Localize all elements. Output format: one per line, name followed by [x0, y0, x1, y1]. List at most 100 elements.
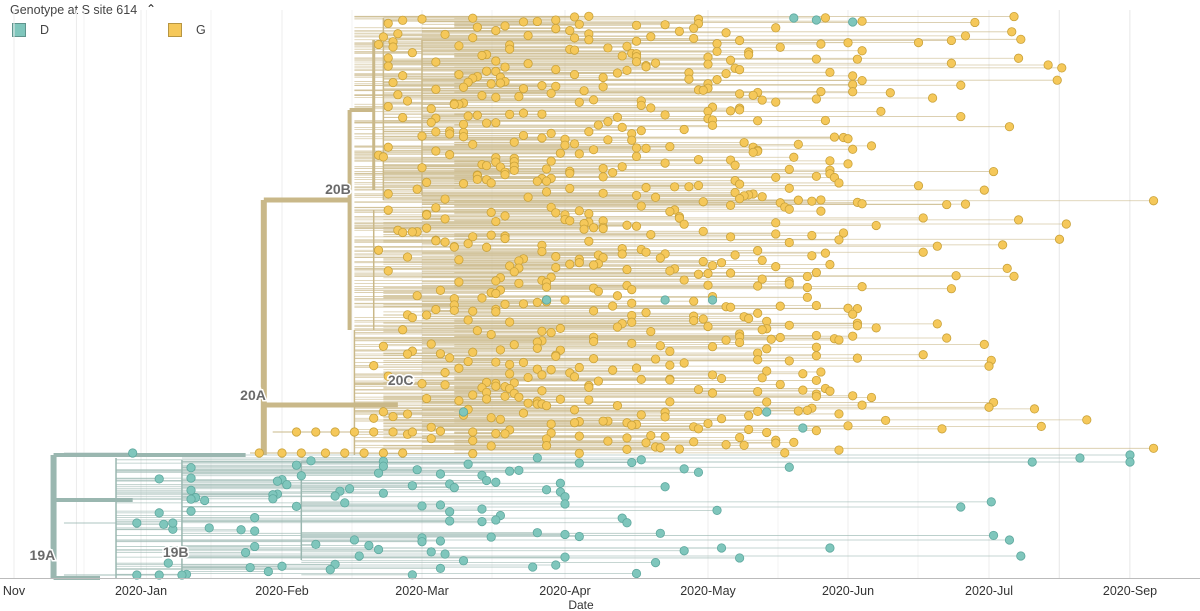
tip-g-414 [509, 267, 519, 277]
tip-g-343 [588, 223, 599, 233]
tip-g-530 [811, 342, 821, 352]
tip-g-473 [468, 306, 478, 316]
legend-title: Genotype at S site 614 [10, 3, 138, 17]
tip-g-307 [725, 200, 736, 210]
tip-g-113 [495, 78, 506, 88]
tip-g-204 [739, 138, 749, 148]
tip-g-331 [565, 216, 575, 226]
tip-g-508 [486, 329, 496, 340]
tip-d-64 [445, 507, 455, 517]
tip-g-135 [748, 90, 758, 100]
tip-g-381 [918, 247, 928, 257]
tip-g-580 [636, 374, 646, 385]
tip-d-108 [435, 563, 446, 574]
tip-g-360 [500, 233, 510, 244]
tip-d-0 [789, 13, 799, 23]
tip-g-486 [463, 315, 473, 325]
tip-g-157 [735, 105, 745, 115]
tip-g-436 [857, 282, 867, 292]
tip-g-389 [402, 252, 413, 262]
tip-g-470 [431, 304, 441, 315]
tip-g-556 [505, 359, 515, 370]
tip-g-270 [422, 177, 432, 187]
tip-g-285 [730, 187, 740, 198]
legend-item-d[interactable]: D [12, 23, 49, 37]
tip-g-156 [426, 104, 436, 114]
tip-g-283 [979, 185, 989, 195]
tip-g-150 [449, 99, 459, 110]
tip-g-213 [631, 143, 642, 153]
tip-g-501 [398, 325, 408, 335]
tip-g-695 [655, 443, 665, 453]
tip-g-440 [946, 284, 957, 294]
tip-g-557 [665, 360, 675, 370]
tip-g-572 [537, 370, 547, 380]
tip-d-32 [481, 475, 492, 486]
tip-d-8 [707, 295, 718, 305]
tip-g-532 [762, 344, 772, 354]
legend: Genotype at S site 614 ⌃ D G [0, 0, 420, 48]
tip-g-608 [500, 391, 510, 401]
tip-g-621 [523, 398, 533, 408]
tip-g-417 [703, 268, 713, 279]
tip-g-483 [407, 313, 417, 323]
tip-g-674 [500, 429, 510, 439]
tip-g-39 [584, 35, 594, 45]
tip-g-531 [532, 343, 542, 353]
tip-g-340 [871, 220, 881, 231]
legend-item-g[interactable]: G [168, 23, 206, 37]
tip-g-318 [486, 207, 496, 217]
tip-g-659 [627, 420, 637, 430]
tip-g-527 [655, 341, 665, 351]
tip-g-7 [551, 15, 561, 25]
tip-g-54 [603, 43, 613, 53]
tip-g-58 [857, 46, 867, 56]
tip-g-597 [693, 384, 704, 395]
tip-g-553 [491, 357, 501, 367]
tip-g-232 [825, 156, 835, 166]
tip-d-54 [200, 495, 210, 506]
tip-g-163 [505, 109, 515, 119]
tip-g-697 [674, 444, 685, 454]
tip-g-497 [612, 322, 623, 332]
tip-g-677 [574, 431, 584, 441]
tip-g-41 [735, 35, 745, 46]
tip-g-129 [848, 87, 858, 97]
tip-g-180 [593, 120, 603, 130]
tip-g-82 [1043, 60, 1053, 70]
tip-g-97 [721, 69, 731, 79]
tip-g-708 [359, 448, 369, 458]
tip-g-706 [320, 448, 331, 458]
tip-g-404 [707, 260, 718, 271]
tip-g-684 [468, 436, 478, 446]
tip-g-203 [509, 137, 519, 147]
tip-g-438 [802, 282, 812, 293]
tip-g-154 [646, 103, 656, 113]
tip-d-104 [551, 560, 561, 570]
tip-g-81 [703, 59, 713, 69]
tip-g-210 [665, 141, 675, 152]
tip-g-73 [852, 54, 863, 64]
tip-g-382 [820, 248, 831, 258]
tip-g-510 [848, 331, 858, 341]
tip-g-119 [551, 81, 561, 91]
tip-g-192 [445, 129, 455, 139]
tip-d-52 [268, 494, 278, 504]
tip-g-505 [646, 326, 656, 337]
tip-g-583 [593, 376, 603, 386]
tip-g-406 [771, 262, 781, 272]
tip-g-24 [491, 25, 501, 36]
tip-g-565 [608, 365, 618, 375]
tip-g-205 [569, 139, 580, 149]
tip-g-437 [541, 282, 552, 292]
tip-g-573 [707, 370, 718, 380]
tip-g-472 [588, 306, 599, 316]
tip-g-96 [612, 68, 623, 78]
tip-g-312 [784, 204, 794, 214]
tip-g-717 [407, 427, 417, 437]
tip-g-22 [551, 23, 561, 34]
tip-g-634 [753, 406, 763, 416]
tip-g-477 [848, 309, 858, 319]
tip-g-649 [1082, 415, 1092, 425]
chevron-up-icon[interactable]: ⌃ [146, 2, 157, 16]
